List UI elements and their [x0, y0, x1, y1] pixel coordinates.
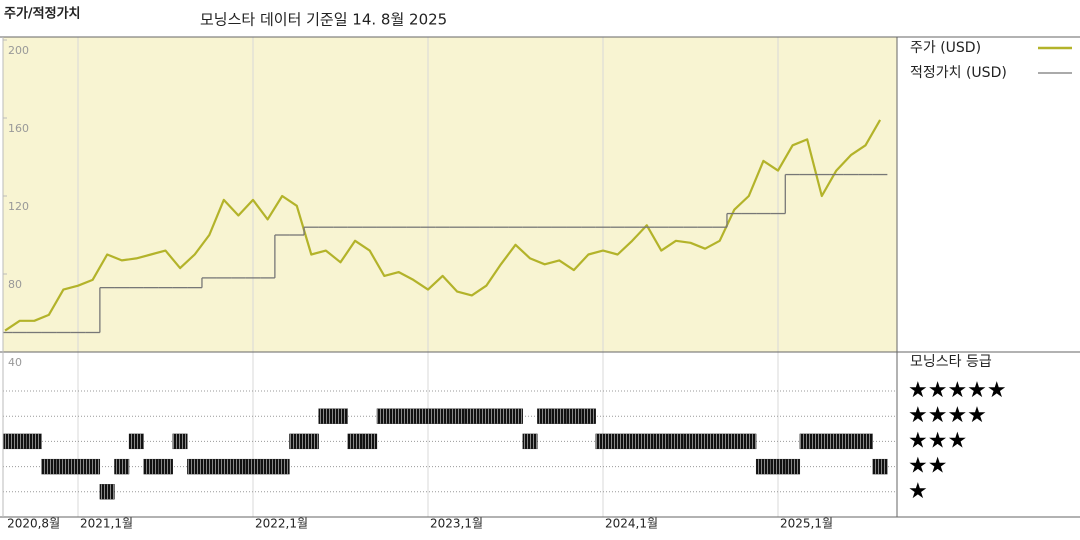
- rating-bar: [683, 433, 698, 450]
- rating-bar: [449, 408, 465, 424]
- rating-bar: [41, 458, 57, 475]
- rating-bar: [55, 458, 71, 475]
- rating-bar: [347, 433, 363, 450]
- rating-bar: [595, 433, 611, 450]
- rating-label: ★: [908, 479, 928, 504]
- x-tick-label: 2025,1월: [780, 517, 833, 531]
- rating-bar: [668, 433, 684, 450]
- rating-bar: [289, 433, 305, 450]
- x-tick-label: 2022,1월: [255, 517, 308, 531]
- rating-bar: [26, 433, 42, 450]
- rating-bar: [435, 408, 451, 424]
- rating-bar: [712, 433, 728, 450]
- y-tick-label: 120: [8, 200, 29, 213]
- rating-bar: [172, 433, 188, 450]
- x-tick-label: 2023,1월: [430, 517, 483, 531]
- rating-bar: [143, 458, 159, 475]
- rating-bar: [770, 458, 786, 475]
- rating-bar: [128, 433, 144, 450]
- rating-bar: [362, 433, 378, 450]
- rating-bar: [478, 408, 494, 424]
- rating-bar: [85, 458, 101, 475]
- x-tick-label: 2024,1월: [605, 517, 658, 531]
- price-panel: [3, 37, 897, 352]
- rating-bar: [216, 458, 232, 475]
- rating-bar: [333, 408, 348, 424]
- rating-bar: [99, 484, 115, 500]
- rating-bar: [420, 408, 436, 424]
- legend-label: 주가 (USD): [910, 40, 981, 56]
- rating-bar: [201, 458, 217, 475]
- x-tick-label: 2020,8월: [7, 517, 60, 531]
- rating-bar: [508, 408, 523, 424]
- rating-bar: [610, 433, 626, 450]
- rating-bar: [537, 408, 553, 424]
- rating-bar: [70, 458, 86, 475]
- rating-bar: [755, 458, 771, 475]
- rating-bar: [858, 433, 873, 450]
- rating-bar: [260, 458, 276, 475]
- rating-bar: [318, 408, 334, 424]
- rating-bar: [522, 433, 538, 450]
- rating-bar: [799, 433, 815, 450]
- y-tick-label: 200: [8, 44, 29, 57]
- rating-bar: [697, 433, 713, 450]
- rating-label: ★★★★★: [908, 378, 1007, 403]
- rating-bar: [245, 458, 261, 475]
- rating-bar: [551, 408, 567, 424]
- rating-bar: [814, 433, 830, 450]
- rating-label: ★★★: [908, 428, 967, 453]
- rating-bar: [274, 458, 290, 475]
- rating-bar: [2, 433, 13, 450]
- x-tick-label: 2021,1월: [80, 517, 133, 531]
- rating-bar: [843, 433, 859, 450]
- rating-bar: [187, 458, 203, 475]
- chart-title: 주가/적정가치: [4, 6, 81, 22]
- rating-bar: [566, 408, 582, 424]
- rating-bar: [872, 458, 888, 475]
- rating-bar: [405, 408, 421, 424]
- rating-bar: [158, 458, 173, 475]
- rating-bar: [12, 433, 28, 450]
- rating-label: ★★★★: [908, 403, 987, 428]
- rating-bar: [624, 433, 640, 450]
- legend-label: 적정가치 (USD): [910, 65, 1007, 81]
- rating-bar: [493, 408, 509, 424]
- rating-bar: [653, 433, 669, 450]
- rating-bar: [391, 408, 407, 424]
- rating-bar: [230, 458, 246, 475]
- rating-title: 모닝스타 등급: [910, 354, 992, 370]
- price-line: [4, 119, 882, 332]
- rating-bar: [639, 433, 655, 450]
- rating-bar: [303, 433, 319, 450]
- y-tick-label: 160: [8, 122, 29, 135]
- rating-bar: [580, 408, 596, 424]
- rating-bar: [376, 408, 392, 424]
- rating-bar: [741, 433, 757, 450]
- rating-label: ★★: [908, 454, 947, 479]
- rating-bar: [464, 408, 480, 424]
- y-tick-label: 80: [8, 278, 22, 291]
- rating-bar: [114, 458, 130, 475]
- rating-bar: [785, 458, 801, 475]
- y-tick-label: 40: [8, 356, 22, 369]
- rating-bar: [828, 433, 844, 450]
- chart-subtitle: 모닝스타 데이터 기준일 14. 8월 2025: [200, 11, 447, 29]
- rating-bar: [726, 433, 742, 450]
